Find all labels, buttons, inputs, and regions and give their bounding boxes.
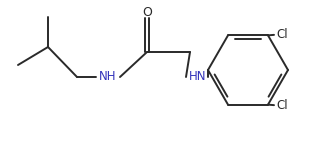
- Text: NH: NH: [99, 71, 117, 84]
- Text: O: O: [142, 5, 152, 18]
- Text: Cl: Cl: [276, 99, 288, 112]
- Text: HN: HN: [189, 71, 207, 84]
- Text: Cl: Cl: [276, 28, 288, 41]
